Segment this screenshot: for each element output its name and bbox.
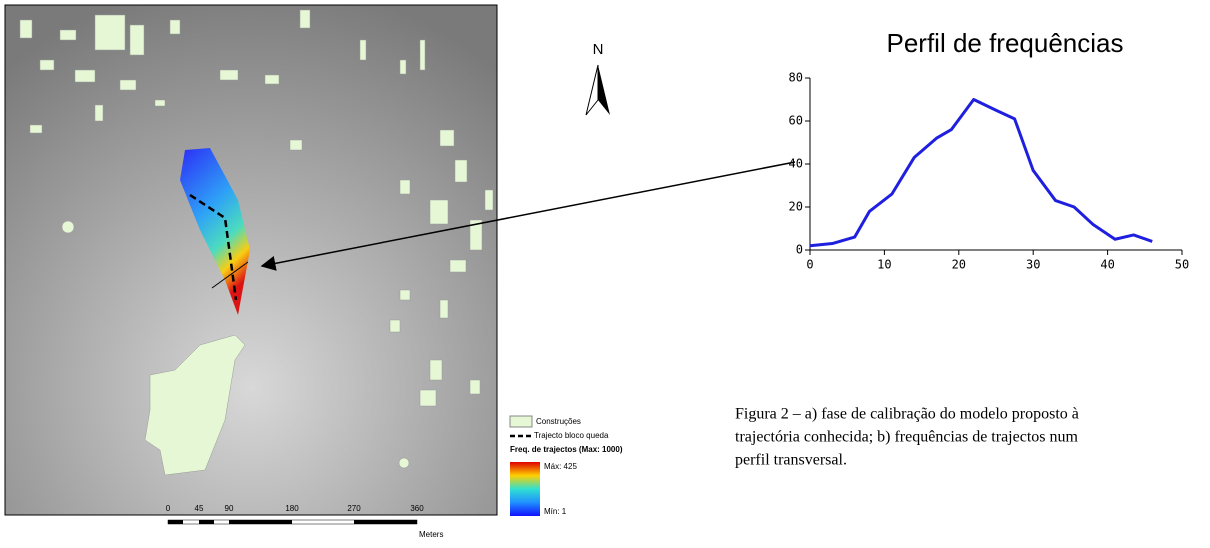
caption-line: trajectória conhecida; b) frequências de… [735, 429, 1079, 446]
chart-title: Perfil de frequências [886, 28, 1123, 58]
scale-label: 90 [225, 504, 234, 513]
legend-label: Trajecto bloco queda [534, 431, 609, 440]
scale-label: 360 [410, 504, 424, 513]
y-tick-label: 0 [796, 243, 803, 257]
figure: N Construções Trajecto bloco queda Freq.… [0, 0, 1210, 548]
x-tick-label: 30 [1026, 258, 1040, 272]
scale-label: 270 [347, 504, 361, 513]
legend-label: Mín: 1 [544, 507, 567, 516]
chart: 0 20 40 60 80 0 10 20 30 40 50 [789, 71, 1190, 272]
caption-line: perfil transversal. [735, 452, 847, 469]
y-tick-label: 80 [789, 71, 803, 85]
x-tick-label: 0 [806, 258, 813, 272]
north-arrow: N [586, 41, 610, 115]
legend-swatch [510, 416, 532, 427]
y-tick-label: 60 [789, 114, 803, 128]
north-label: N [593, 41, 604, 58]
legend: Construções Trajecto bloco queda Freq. d… [510, 416, 623, 516]
legend-label: Máx: 425 [544, 462, 577, 471]
scale-label: 45 [195, 504, 204, 513]
legend-ramp [510, 462, 540, 516]
line-series [810, 100, 1152, 246]
x-tick-label: 10 [877, 258, 891, 272]
legend-title: Freq. de trajectos (Max: 1000) [510, 445, 623, 454]
y-tick-label: 20 [789, 200, 803, 214]
scale-label: 180 [285, 504, 299, 513]
y-tick-label: 40 [789, 157, 803, 171]
scale-unit: Meters [419, 530, 443, 539]
map: N Construções Trajecto bloco queda Freq.… [5, 5, 623, 539]
x-tick-label: 50 [1175, 258, 1189, 272]
x-tick-label: 40 [1100, 258, 1114, 272]
caption-line: Figura 2 – a) fase de calibração do mode… [735, 406, 1079, 423]
scale-label: 0 [166, 504, 171, 513]
legend-label: Construções [536, 417, 581, 426]
x-tick-label: 20 [952, 258, 966, 272]
